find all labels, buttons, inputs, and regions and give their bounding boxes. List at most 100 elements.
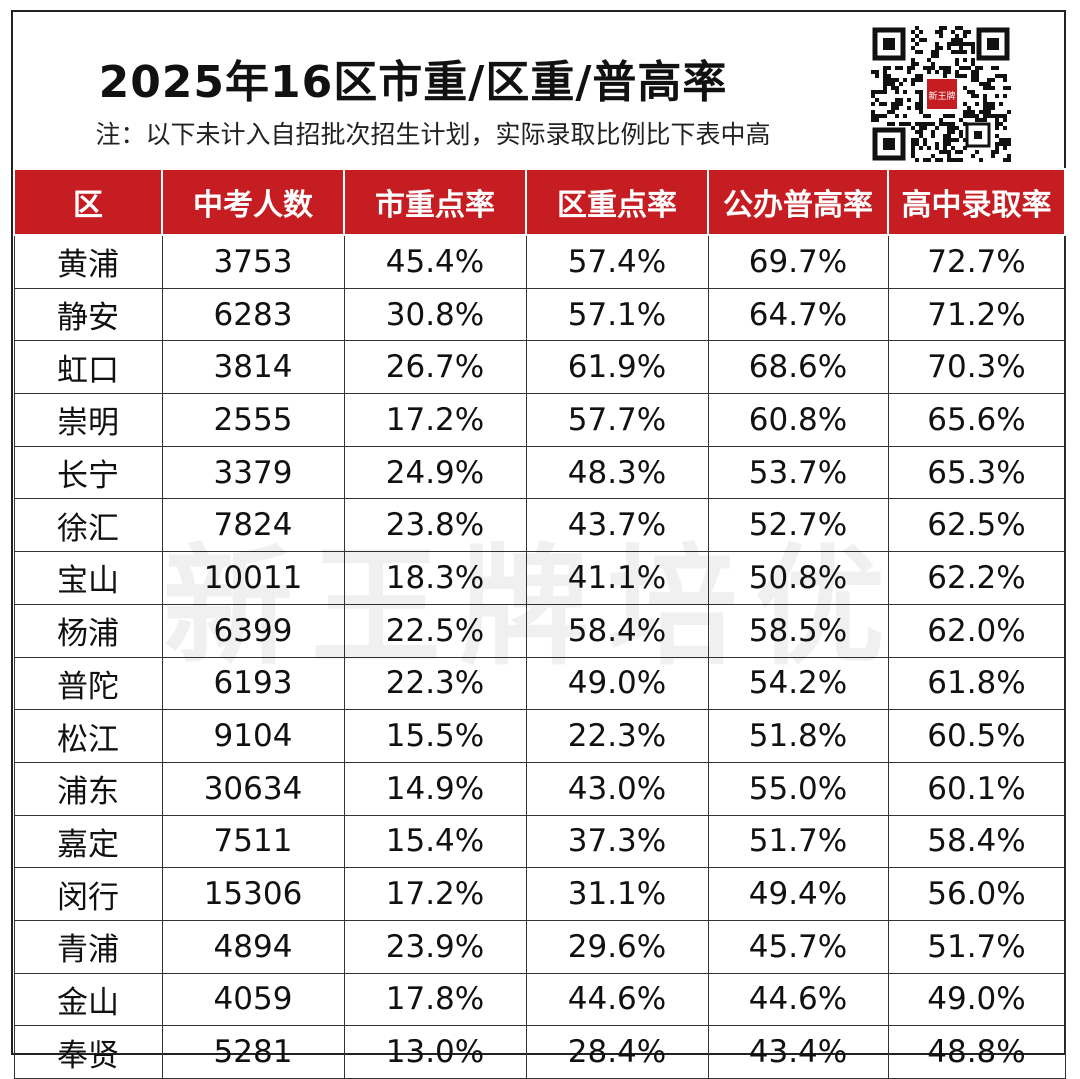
district-name-cell: 崇明 (13, 393, 163, 447)
value-cell: 56.0% (887, 867, 1066, 921)
district-name-cell: 静安 (13, 287, 163, 342)
value-cell: 43.0% (525, 761, 709, 816)
value-cell: 49.4% (707, 867, 889, 921)
table-row: 浦东 30634 14.9% 43.0% 55.0% 60.1% (13, 761, 1066, 816)
value-cell: 24.9% (343, 445, 527, 500)
value-cell: 72.7% (887, 234, 1066, 289)
value-cell: 18.3% (343, 551, 527, 605)
district-name-cell: 浦东 (13, 761, 163, 816)
table-row: 徐汇 7824 23.8% 43.7% 52.7% 62.5% (13, 498, 1066, 553)
value-cell: 17.2% (343, 393, 527, 447)
value-cell: 45.7% (707, 919, 889, 974)
value-cell: 70.3% (887, 340, 1066, 395)
table-row: 静安 6283 30.8% 57.1% 64.7% 71.2% (13, 287, 1066, 342)
value-cell: 61.9% (525, 340, 709, 395)
column-header: 区重点率 (525, 168, 709, 236)
value-cell: 6193 (161, 656, 345, 711)
value-cell: 9104 (161, 709, 345, 763)
table-row: 青浦 4894 23.9% 29.6% 45.7% 51.7% (13, 919, 1066, 974)
value-cell: 60.1% (887, 761, 1066, 816)
value-cell: 17.2% (343, 867, 527, 921)
district-name-cell: 金山 (13, 972, 163, 1027)
table-row: 嘉定 7511 15.4% 37.3% 51.7% 58.4% (13, 814, 1066, 869)
value-cell: 7824 (161, 498, 345, 553)
data-table: 区中考人数 市重点率 区重点率 公办普高率 高中录取率 黄浦 3753 45.4% 57.4%… (13, 168, 1066, 1079)
value-cell: 14.9% (343, 761, 527, 816)
value-cell: 44.6% (707, 972, 889, 1027)
value-cell: 60.5% (887, 709, 1066, 763)
district-name-cell: 松江 (13, 709, 163, 763)
value-cell: 62.2% (887, 551, 1066, 605)
value-cell: 15.4% (343, 814, 527, 869)
value-cell: 68.6% (707, 340, 889, 395)
district-name-cell: 杨浦 (13, 603, 163, 658)
value-cell: 61.8% (887, 656, 1066, 711)
district-name-cell: 奉贤 (13, 1025, 163, 1079)
district-name-cell: 宝山 (13, 551, 163, 605)
table-header-row: 区中考人数 市重点率 区重点率 公办普高率 高中录取率 (13, 168, 1066, 236)
value-cell: 3379 (161, 445, 345, 500)
value-cell: 23.9% (343, 919, 527, 974)
value-cell: 58.4% (887, 814, 1066, 869)
value-cell: 51.7% (707, 814, 889, 869)
value-cell: 6399 (161, 603, 345, 658)
table-row: 虹口 3814 26.7% 61.9% 68.6% 70.3% (13, 340, 1066, 395)
table-row: 松江 9104 15.5% 22.3% 51.8% 60.5% (13, 709, 1066, 763)
table-row: 闵行 15306 17.2% 31.1% 49.4% 56.0% (13, 867, 1066, 921)
value-cell: 64.7% (707, 287, 889, 342)
value-cell: 55.0% (707, 761, 889, 816)
value-cell: 57.4% (525, 234, 709, 289)
value-cell: 48.3% (525, 445, 709, 500)
value-cell: 23.8% (343, 498, 527, 553)
value-cell: 26.7% (343, 340, 527, 395)
value-cell: 50.8% (707, 551, 889, 605)
value-cell: 58.5% (707, 603, 889, 658)
value-cell: 44.6% (525, 972, 709, 1027)
value-cell: 51.8% (707, 709, 889, 763)
value-cell: 5281 (161, 1025, 345, 1079)
column-header: 区 (13, 168, 163, 236)
value-cell: 65.3% (887, 445, 1066, 500)
value-cell: 17.8% (343, 972, 527, 1027)
value-cell: 2555 (161, 393, 345, 447)
value-cell: 54.2% (707, 656, 889, 711)
value-cell: 62.5% (887, 498, 1066, 553)
value-cell: 52.7% (707, 498, 889, 553)
column-header: 公办普高率 (707, 168, 889, 236)
value-cell: 62.0% (887, 603, 1066, 658)
value-cell: 4894 (161, 919, 345, 974)
value-cell: 29.6% (525, 919, 709, 974)
value-cell: 49.0% (525, 656, 709, 711)
value-cell: 57.7% (525, 393, 709, 447)
table-row: 杨浦 6399 22.5% 58.4% 58.5% 62.0% (13, 603, 1066, 658)
value-cell: 45.4% (343, 234, 527, 289)
header: 2025年16区市重/区重/普高率 注：以下未计入自招批次招生计划，实际录取比例… (13, 12, 1064, 168)
value-cell: 60.8% (707, 393, 889, 447)
column-header: 中考人数 (161, 168, 345, 236)
document-frame: 2025年16区市重/区重/普高率 注：以下未计入自招批次招生计划，实际录取比例… (11, 10, 1066, 1079)
value-cell: 30.8% (343, 287, 527, 342)
value-cell: 7511 (161, 814, 345, 869)
value-cell: 3753 (161, 234, 345, 289)
table-row: 长宁 3379 24.9% 48.3% 53.7% 65.3% (13, 445, 1066, 500)
district-name-cell: 徐汇 (13, 498, 163, 553)
value-cell: 15.5% (343, 709, 527, 763)
value-cell: 13.0% (343, 1025, 527, 1079)
table-row: 奉贤 5281 13.0% 28.4% 43.4% 48.8% (13, 1025, 1066, 1079)
value-cell: 48.8% (887, 1025, 1066, 1079)
value-cell: 53.7% (707, 445, 889, 500)
value-cell: 4059 (161, 972, 345, 1027)
value-cell: 22.3% (525, 709, 709, 763)
table-row: 金山 4059 17.8% 44.6% 44.6% 49.0% (13, 972, 1066, 1027)
qr-code-icon: 新王牌 (871, 26, 1011, 162)
district-name-cell: 长宁 (13, 445, 163, 500)
value-cell: 65.6% (887, 393, 1066, 447)
district-name-cell: 黄浦 (13, 234, 163, 289)
value-cell: 10011 (161, 551, 345, 605)
table-row: 普陀 6193 22.3% 49.0% 54.2% 61.8% (13, 656, 1066, 711)
value-cell: 49.0% (887, 972, 1066, 1027)
value-cell: 41.1% (525, 551, 709, 605)
value-cell: 71.2% (887, 287, 1066, 342)
value-cell: 28.4% (525, 1025, 709, 1079)
column-header: 高中录取率 (887, 168, 1066, 236)
